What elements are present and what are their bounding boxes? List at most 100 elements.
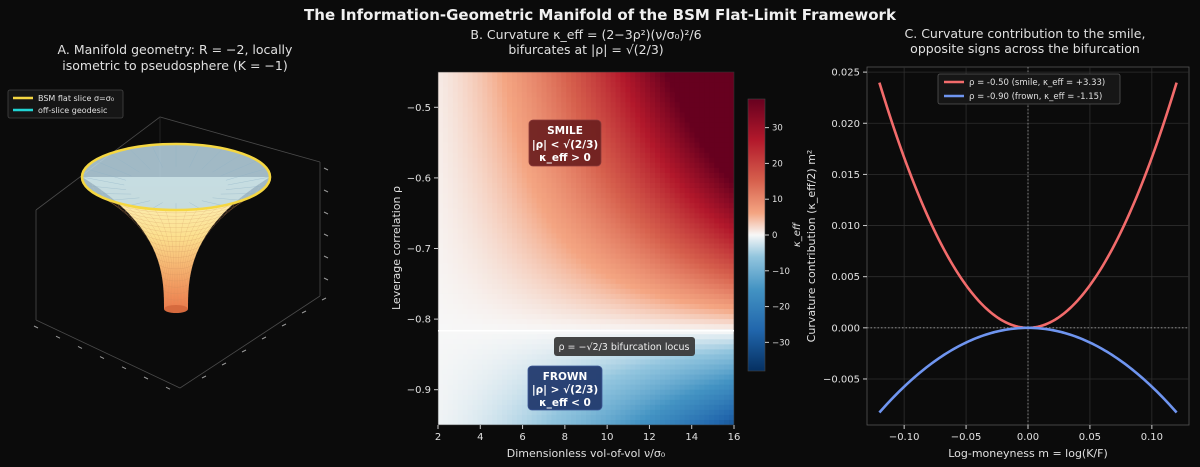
- heatmap-cell: [635, 238, 641, 245]
- heatmap-cell: [660, 409, 666, 416]
- heatmap-cell: [502, 248, 508, 255]
- heatmap-cell: [699, 208, 705, 214]
- heatmap-cell: [531, 419, 538, 425]
- heatmap-cell: [605, 223, 612, 229]
- heatmap-cell: [586, 208, 592, 214]
- heatmap-cell: [487, 349, 493, 355]
- heatmap-cell: [526, 263, 533, 270]
- heatmap-cell: [699, 243, 705, 250]
- heatmap-cell: [689, 213, 696, 219]
- heatmap-cell: [541, 329, 548, 335]
- heatmap-cell: [615, 389, 622, 396]
- surface-inner-line: [225, 168, 267, 181]
- heatmap-cell: [492, 349, 498, 355]
- heatmap-cell: [521, 157, 528, 164]
- heatmap-cell: [655, 117, 661, 124]
- heatmap-cell: [664, 283, 671, 290]
- heatmap-cell: [452, 263, 459, 270]
- heatmap-cell: [719, 369, 725, 376]
- heatmap-cell: [605, 127, 612, 134]
- heatmap-cell: [467, 379, 474, 386]
- heatmap-cell: [660, 238, 666, 245]
- heatmap-cell: [694, 97, 701, 103]
- heatmap-cell: [521, 329, 528, 335]
- heatmap-cell: [615, 309, 622, 315]
- heatmap-cell: [620, 384, 627, 391]
- heatmap-cell: [694, 177, 701, 184]
- heatmap-cell: [724, 334, 730, 340]
- heatmap-cell: [660, 167, 666, 174]
- heatmap-cell: [664, 359, 671, 366]
- heatmap-cell: [487, 77, 493, 83]
- heatmap-cell: [640, 87, 646, 93]
- heatmap-cell: [492, 72, 498, 78]
- heatmap-cell: [452, 117, 459, 124]
- heatmap-cell: [640, 419, 646, 425]
- heatmap-cell: [487, 283, 493, 290]
- kappa-heatmap: [438, 72, 734, 425]
- heatmap-cell: [467, 112, 474, 118]
- frown-annotation: FROWN |ρ| > √(2/3) κ_eff < 0: [527, 365, 603, 411]
- heatmap-cell: [472, 364, 479, 371]
- heatmap-cell: [576, 303, 582, 310]
- heatmap-cell: [714, 198, 720, 204]
- heatmap-cell: [590, 167, 597, 174]
- heatmap-cell: [610, 112, 617, 118]
- heatmap-cell: [704, 389, 710, 396]
- heatmap-cell: [694, 172, 701, 179]
- heatmap-cell: [650, 379, 656, 386]
- pseudosphere-surface: [81, 144, 271, 314]
- heatmap-cell: [556, 278, 562, 285]
- heatmap-cell: [625, 77, 631, 83]
- heatmap-cell: [669, 309, 676, 315]
- heatmap-cell: [660, 102, 666, 108]
- heatmap-cell: [640, 359, 646, 366]
- heatmap-cell: [650, 314, 656, 320]
- heatmap-cell: [714, 414, 720, 421]
- heatmap-cell: [521, 102, 528, 108]
- heatmap-cell: [472, 399, 479, 406]
- heatmap-cell: [704, 253, 710, 260]
- heatmap-cell: [457, 354, 464, 361]
- heatmap-cell: [600, 303, 607, 310]
- heatmap-cell: [640, 228, 646, 234]
- heatmap-cell: [521, 414, 528, 421]
- heatmap-cell: [719, 137, 725, 144]
- heatmap-cell: [694, 319, 701, 325]
- heatmap-cell: [660, 97, 666, 103]
- heatmap-cell: [669, 127, 676, 134]
- heatmap-cell: [551, 329, 557, 335]
- heatmap-cell: [442, 384, 449, 391]
- heatmap-cell: [600, 419, 607, 425]
- heatmap-cell: [492, 152, 498, 159]
- heatmap-cell: [605, 182, 612, 189]
- heatmap-cell: [561, 198, 567, 204]
- heatmap-cell: [679, 177, 686, 184]
- axis-tick: [221, 362, 227, 366]
- heatmap-cell: [595, 283, 602, 290]
- heatmap-cell: [694, 238, 701, 245]
- heatmap-cell: [551, 87, 557, 93]
- heatmap-cell: [497, 303, 503, 310]
- heatmap-cell: [536, 409, 543, 416]
- heatmap-cell: [442, 157, 449, 164]
- heatmap-cell: [724, 374, 730, 381]
- heatmap-cell: [719, 213, 725, 219]
- heatmap-cell: [462, 278, 469, 285]
- heatmap-cell: [699, 283, 705, 290]
- heatmap-cell: [502, 92, 508, 98]
- heatmap-cell: [477, 364, 483, 371]
- heatmap-cell: [487, 339, 493, 345]
- heatmap-cell: [660, 147, 666, 154]
- heatmap-cell: [640, 253, 646, 260]
- heatmap-cell: [590, 324, 597, 330]
- heatmap-cell: [679, 167, 686, 174]
- heatmap-cell: [492, 162, 498, 169]
- heatmap-cell: [462, 324, 469, 330]
- heatmap-cell: [462, 122, 469, 129]
- heatmap-cell: [521, 419, 528, 425]
- heatmap-cell: [719, 172, 725, 179]
- heatmap-cell: [452, 283, 459, 290]
- heatmap-cell: [546, 419, 553, 425]
- heatmap-cell: [724, 117, 730, 124]
